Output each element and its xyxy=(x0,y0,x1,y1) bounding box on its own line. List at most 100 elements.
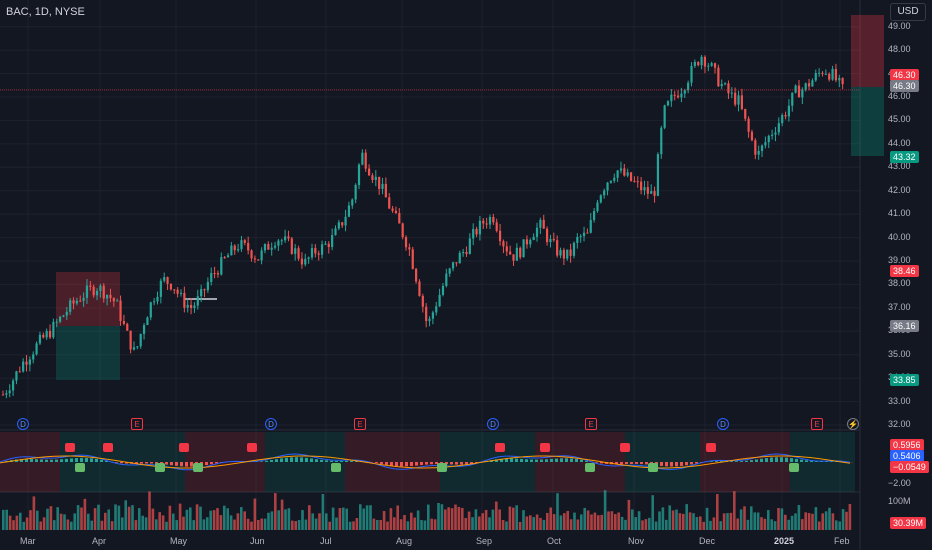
candle-body xyxy=(401,223,404,238)
histogram-bar xyxy=(335,460,338,462)
histogram-bar xyxy=(765,458,768,462)
volume-bar xyxy=(240,507,243,530)
earnings-event-icon[interactable]: E xyxy=(131,418,143,430)
candle-body xyxy=(616,170,619,178)
histogram-bar xyxy=(820,461,823,462)
volume-bar xyxy=(372,518,376,530)
candle-body xyxy=(572,242,576,256)
dividend-event-icon[interactable]: D xyxy=(487,418,499,430)
volume-bar xyxy=(233,519,236,530)
candle-body xyxy=(354,184,357,200)
volume-bar xyxy=(277,510,280,530)
histogram-bar xyxy=(395,462,398,467)
candle-body xyxy=(613,177,616,181)
volume-bar xyxy=(811,513,814,530)
osc-badge-top: 0.5956 xyxy=(890,439,924,451)
candle-body xyxy=(693,62,696,66)
histogram-bar xyxy=(445,462,448,465)
candle-body xyxy=(132,347,136,350)
volume-bar xyxy=(291,520,294,530)
volume-bar xyxy=(257,520,260,530)
volume-bar xyxy=(807,513,811,530)
earnings-event-icon[interactable]: E xyxy=(354,418,366,430)
volume-bar xyxy=(722,513,726,530)
histogram-bar xyxy=(425,462,428,465)
volume-bar xyxy=(767,510,770,530)
symbol-title[interactable]: BAC, 1D, NYSE xyxy=(6,6,85,18)
dividend-event-icon[interactable]: D xyxy=(717,418,729,430)
volume-bar xyxy=(124,500,127,530)
histogram-bar xyxy=(715,461,718,462)
candle-body xyxy=(703,56,707,67)
histogram-bar xyxy=(730,461,733,462)
volume-bar xyxy=(644,519,648,530)
histogram-bar xyxy=(785,457,788,462)
volume-bar xyxy=(549,507,552,530)
volume-bar xyxy=(19,512,22,530)
volume-bar xyxy=(495,501,498,530)
earnings-event-icon[interactable]: E xyxy=(585,418,597,430)
volume-bar xyxy=(2,509,5,530)
volume-bar xyxy=(267,512,270,530)
candle-body xyxy=(159,280,162,297)
volume-bar xyxy=(365,505,369,530)
volume-panel xyxy=(2,490,852,530)
histogram-bar xyxy=(80,457,83,462)
candle-body xyxy=(310,248,314,258)
candle-body xyxy=(710,63,713,66)
candle-body xyxy=(361,152,364,165)
dividend-event-icon[interactable]: D xyxy=(265,418,277,430)
volume-bar xyxy=(59,513,63,530)
volume-bar xyxy=(705,507,709,530)
volume-bar xyxy=(563,513,566,530)
earnings-event-icon[interactable]: E xyxy=(811,418,823,430)
candle-body xyxy=(750,131,754,141)
volume-bar xyxy=(444,509,447,530)
candle-body xyxy=(263,244,267,251)
volume-bar xyxy=(311,513,314,530)
volume-bar xyxy=(790,515,794,530)
volume-bar xyxy=(631,509,634,530)
volume-bar xyxy=(161,515,165,530)
currency-button[interactable]: USD xyxy=(890,3,926,21)
candle-body xyxy=(139,333,142,347)
candle-body xyxy=(45,330,48,338)
volume-bar xyxy=(5,509,8,530)
lightning-icon[interactable]: ⚡ xyxy=(847,418,859,430)
dividend-event-icon[interactable]: D xyxy=(17,418,29,430)
candle-body xyxy=(203,289,206,291)
histogram-bar xyxy=(405,462,408,467)
volume-bar xyxy=(433,519,437,530)
histogram-bar xyxy=(685,462,688,466)
volume-bar xyxy=(110,521,114,530)
sell-signal xyxy=(495,443,505,452)
candle-body xyxy=(102,285,105,299)
volume-bar xyxy=(546,512,549,530)
histogram-bar xyxy=(550,458,553,462)
candle-body xyxy=(777,123,780,133)
volume-bar xyxy=(83,498,87,530)
volume-bar xyxy=(29,510,32,530)
osc-badge-mid: 0.5406 xyxy=(890,450,924,462)
histogram-bar xyxy=(525,459,528,462)
candle-body xyxy=(582,232,586,237)
candle-body xyxy=(757,150,760,155)
histogram-bar xyxy=(390,462,393,466)
volume-bar xyxy=(87,513,90,530)
volume-bar xyxy=(158,512,161,530)
candle-body xyxy=(351,199,354,206)
candle-body xyxy=(290,238,293,254)
buy-signal xyxy=(155,463,165,472)
volume-bar xyxy=(209,510,212,530)
histogram-bar xyxy=(60,459,63,462)
volume-bar xyxy=(151,508,155,530)
histogram-bar xyxy=(410,462,413,467)
candle-body xyxy=(690,65,693,83)
candle-body xyxy=(482,220,485,224)
candle-body xyxy=(344,216,347,226)
volume-bar xyxy=(331,507,335,530)
candle-body xyxy=(85,285,89,298)
candle-body xyxy=(331,235,334,247)
histogram-bar xyxy=(530,459,533,462)
